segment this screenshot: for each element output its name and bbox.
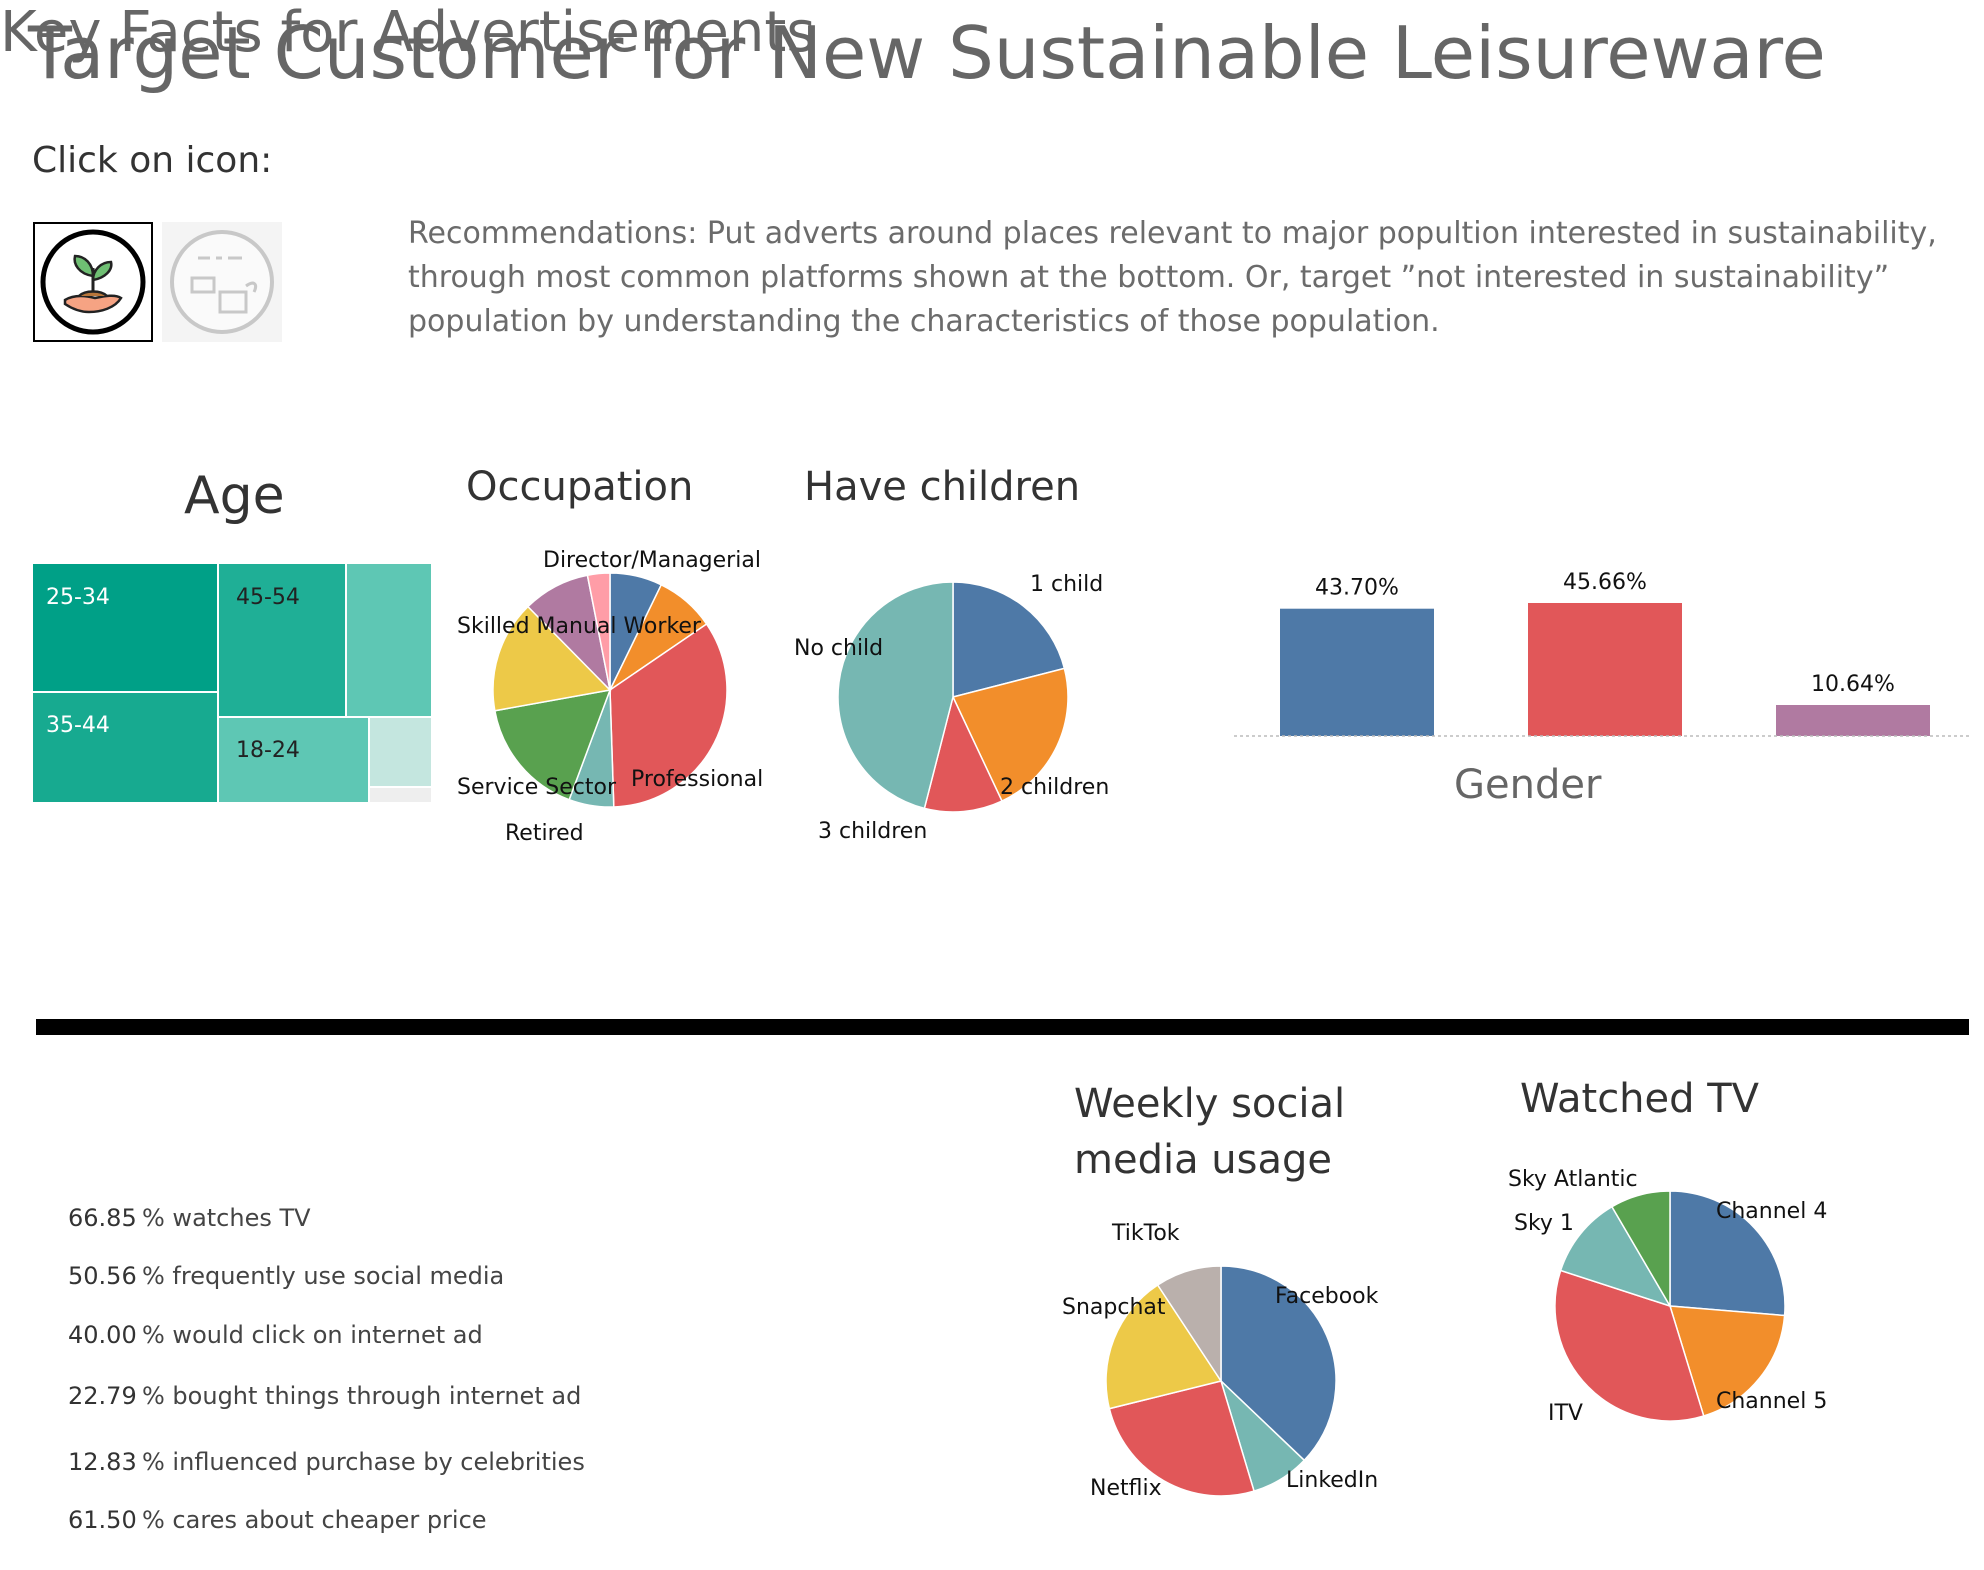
pie-label-service: Service Sector	[457, 775, 617, 800]
occupation-slice-2[interactable]	[609, 622, 728, 808]
children-slice-0[interactable]	[952, 581, 1066, 698]
treemap-label-35-44: 35-44	[46, 713, 110, 738]
gender-bar-1[interactable]	[1528, 602, 1682, 736]
pie-label-3-children: 3 children	[818, 819, 927, 844]
age-chart-title: Age	[184, 466, 285, 526]
fact-text: % would click on internet ad	[142, 1321, 483, 1349]
occupation-slice-7[interactable]	[586, 572, 611, 691]
fact-item: 22.79% bought things through internet ad	[68, 1382, 581, 1410]
fact-item: 12.83% influenced purchase by celebritie…	[68, 1448, 585, 1476]
gender-bar-label-2: 10.64%	[1811, 672, 1895, 697]
children-pie-chart: 1 child No child 2 children 3 children	[794, 572, 1109, 844]
tv-slice-1[interactable]	[1668, 1305, 1786, 1417]
fact-value: 40.00	[68, 1321, 137, 1349]
fact-text: % bought things through internet ad	[142, 1382, 582, 1410]
page-title: Target Customer for New Sustainable Leis…	[28, 11, 1826, 95]
treemap-label-25-34: 25-34	[46, 585, 110, 610]
occupation-chart-title: Occupation	[466, 464, 694, 510]
gender-bar-label-1: 45.66%	[1563, 570, 1647, 595]
tv-slice-3[interactable]	[1559, 1205, 1672, 1308]
fact-text: % cares about cheaper price	[142, 1506, 487, 1534]
social-media-pie-chart: TikTok Facebook Snapchat LinkedIn Netfli…	[1062, 1221, 1379, 1501]
pie-label-sky-atlantic: Sky Atlantic	[1508, 1167, 1638, 1192]
social-slice-3[interactable]	[1105, 1283, 1223, 1410]
treemap-cell-25-34[interactable]	[32, 563, 219, 693]
social-slice-2[interactable]	[1108, 1380, 1255, 1497]
pie-label-channel-5: Channel 5	[1716, 1389, 1827, 1414]
fact-item: 61.50% cares about cheaper price	[68, 1506, 487, 1534]
fact-value: 12.83	[68, 1448, 137, 1476]
children-chart-title: Have children	[804, 464, 1081, 510]
children-slice-2[interactable]	[923, 694, 1003, 813]
social-slice-0[interactable]	[1220, 1265, 1337, 1462]
treemap-cell-18-24[interactable]	[217, 716, 370, 804]
pie-label-linkedin: LinkedIn	[1286, 1468, 1378, 1493]
pie-label-netflix: Netflix	[1090, 1476, 1162, 1501]
pie-label-tiktok: TikTok	[1111, 1221, 1180, 1246]
treemap-label-18-24: 18-24	[236, 738, 300, 763]
gender-bar-chart: 43.70% 45.66% 10.64%	[1234, 570, 1972, 737]
tv-slice-0[interactable]	[1669, 1190, 1786, 1317]
treemap-cell-35-44[interactable]	[32, 691, 219, 804]
fact-text: % influenced purchase by celebrities	[142, 1448, 585, 1476]
unsustainable-filter-button[interactable]	[162, 222, 282, 342]
occupation-pie-chart: Director/Managerial Skilled Manual Worke…	[457, 548, 763, 846]
pie-label-professional: Professional	[631, 767, 763, 792]
occupation-slice-5[interactable]	[492, 605, 612, 712]
treemap-cell-6[interactable]	[368, 716, 433, 788]
pie-label-1-child: 1 child	[1030, 572, 1103, 597]
children-slice-1[interactable]	[951, 667, 1069, 803]
pie-label-retired: Retired	[505, 821, 584, 846]
treemap-cell-7[interactable]	[368, 786, 433, 804]
tv-slice-4[interactable]	[1610, 1190, 1671, 1309]
occupation-slice-4[interactable]	[493, 689, 612, 801]
pie-label-skilled-manual: Skilled Manual Worker	[457, 614, 702, 639]
section-divider	[36, 1019, 1969, 1035]
social-slice-4[interactable]	[1156, 1265, 1222, 1384]
children-slice-3[interactable]	[837, 581, 954, 810]
pie-label-facebook: Facebook	[1275, 1284, 1379, 1309]
tree-stumps-icon	[170, 230, 274, 334]
recommendation-text: Recommendations: Put adverts around plac…	[408, 216, 1937, 339]
tv-slice-2[interactable]	[1554, 1269, 1705, 1422]
age-treemap: 25-34 35-44 45-54 18-24	[32, 563, 433, 804]
pie-label-snapchat: Snapchat	[1062, 1295, 1166, 1320]
fact-value: 66.85	[68, 1204, 137, 1232]
fact-value: 61.50	[68, 1506, 137, 1534]
gender-bar-label-0: 43.70%	[1315, 576, 1399, 601]
key-facts-title: Key Facts for Advertisements	[0, 0, 816, 65]
pie-label-no-child: No child	[794, 636, 883, 661]
pie-label-director: Director/Managerial	[543, 548, 761, 573]
tv-pie-chart: Sky Atlantic Channel 4 Sky 1 Channel 5 I…	[1508, 1167, 1827, 1426]
social-chart-title: Weekly social media usage	[1074, 1081, 1346, 1183]
pie-label-sky-1: Sky 1	[1514, 1211, 1574, 1236]
pie-label-itv: ITV	[1548, 1401, 1583, 1426]
fact-item: 66.85% watches TV	[68, 1204, 311, 1232]
gender-bar-2[interactable]	[1776, 705, 1930, 736]
fact-text: % watches TV	[142, 1204, 311, 1232]
treemap-cell-45-54[interactable]	[217, 563, 347, 718]
click-instruction: Click on icon:	[32, 140, 273, 181]
plant-in-hand-icon	[40, 229, 146, 335]
pie-label-channel-4: Channel 4	[1716, 1199, 1827, 1224]
fact-item: 50.56% frequently use social media	[68, 1262, 504, 1290]
pie-label-2-children: 2 children	[1000, 775, 1109, 800]
treemap-cell-5[interactable]	[345, 563, 433, 718]
fact-value: 22.79	[68, 1382, 137, 1410]
treemap-label-45-54: 45-54	[236, 585, 300, 610]
fact-item: 40.00% would click on internet ad	[68, 1321, 483, 1349]
gender-bar-0[interactable]	[1280, 608, 1434, 736]
gender-chart-title: Gender	[1454, 762, 1602, 808]
sustainable-filter-button[interactable]	[33, 222, 153, 342]
fact-value: 50.56	[68, 1262, 137, 1290]
fact-text: % frequently use social media	[142, 1262, 505, 1290]
tv-chart-title: Watched TV	[1520, 1076, 1760, 1122]
